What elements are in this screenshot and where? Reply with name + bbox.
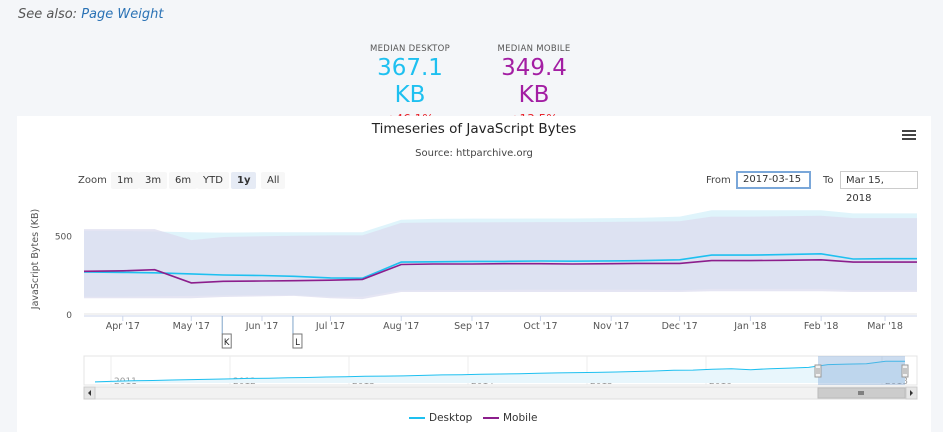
chart-svg: 0 500 JavaScript Bytes (KB) Apr '17 May '17 J… [30, 209, 918, 400]
x-tick-label: Sep '17 [454, 321, 490, 332]
legend-desktop-label: Desktop [429, 412, 473, 424]
range-from-input[interactable]: 2017-03-15 [736, 171, 811, 189]
navigator-area-fill [95, 361, 905, 383]
median-desktop-value: 367.1 KB [377, 55, 443, 108]
band-mobile [84, 215, 917, 300]
median-mobile-label: MEDIAN MOBILE [497, 44, 571, 54]
range-from-label: From [706, 175, 731, 186]
arrow-left-glyph [88, 390, 91, 396]
x-tick-label: Apr '17 [106, 321, 140, 332]
chart-title: Timeseries of JavaScript Bytes [371, 121, 577, 137]
chart-card: 0 500 JavaScript Bytes (KB) Apr '17 May '17 J… [17, 116, 931, 432]
x-tick-label: Aug '17 [383, 321, 419, 332]
flag-box [292, 333, 303, 349]
see-also-prefix: See also: [18, 7, 78, 22]
median-mobile-value: 349.4 KB [501, 55, 567, 108]
x-tick-label: Jul '17 [315, 321, 345, 332]
x-tick-label: Jun '17 [245, 321, 279, 332]
x-tick-label: Jan '18 [733, 321, 766, 332]
x-tick-label: Nov '17 [593, 321, 629, 332]
flag-box [221, 333, 232, 349]
scrollbar-track [83, 386, 918, 400]
zoom-1y-button[interactable]: 1y [231, 172, 257, 189]
median-mobile-metric: MEDIAN MOBILE 349.4 KB ▲13.5% [482, 44, 586, 126]
x-tick-label: Mar '18 [867, 321, 903, 332]
series-line-desktop [83, 252, 917, 280]
y-axis-title: JavaScript Bytes (KB) [30, 209, 41, 310]
chart-subtitle: Source: httparchive.org [415, 148, 533, 159]
x-tick-label: Oct '17 [523, 321, 557, 332]
range-to-label: To [823, 175, 834, 186]
navigator-selection [818, 356, 905, 385]
navigator-series-line [94, 360, 905, 383]
legend-mobile-label: Mobile [503, 412, 538, 424]
mobile-swatch [483, 417, 499, 419]
zoom-3m-button[interactable]: 3m [139, 172, 168, 189]
legend-item-desktop[interactable]: Desktop [409, 412, 472, 424]
x-tick-label: Feb '18 [804, 321, 839, 332]
hamburger-menu-icon[interactable] [902, 130, 916, 140]
flag-label: L [295, 338, 300, 348]
zoom-label: Zoom [78, 175, 107, 186]
flag-label: K [224, 338, 230, 348]
series-line-mobile [83, 258, 917, 284]
navigator-handle [901, 364, 909, 378]
zoom-6m-button[interactable]: 6m [169, 172, 198, 189]
zoom-1m-button[interactable]: 1m [111, 172, 140, 189]
zoom-all-button[interactable]: All [261, 172, 286, 189]
median-desktop-label: MEDIAN DESKTOP [369, 44, 451, 54]
desktop-swatch [409, 417, 425, 419]
x-tick-label: Dec '17 [662, 321, 698, 332]
range-to-input[interactable]: Mar 15, 2018 [840, 171, 918, 204]
zoom-ytd-button[interactable]: YTD [197, 172, 229, 189]
arrow-right-glyph [910, 390, 913, 396]
see-also: See also: Page Weight [18, 7, 163, 22]
x-tick-label: May '17 [173, 321, 210, 332]
y-tick-label: 500 [55, 232, 72, 242]
navigator-handle [814, 364, 822, 378]
legend-item-mobile[interactable]: Mobile [483, 412, 537, 424]
y-tick-label: 0 [66, 311, 72, 321]
median-desktop-metric: MEDIAN DESKTOP 367.1 KB ▲46.1% [358, 44, 462, 126]
page-weight-link[interactable]: Page Weight [81, 7, 164, 22]
